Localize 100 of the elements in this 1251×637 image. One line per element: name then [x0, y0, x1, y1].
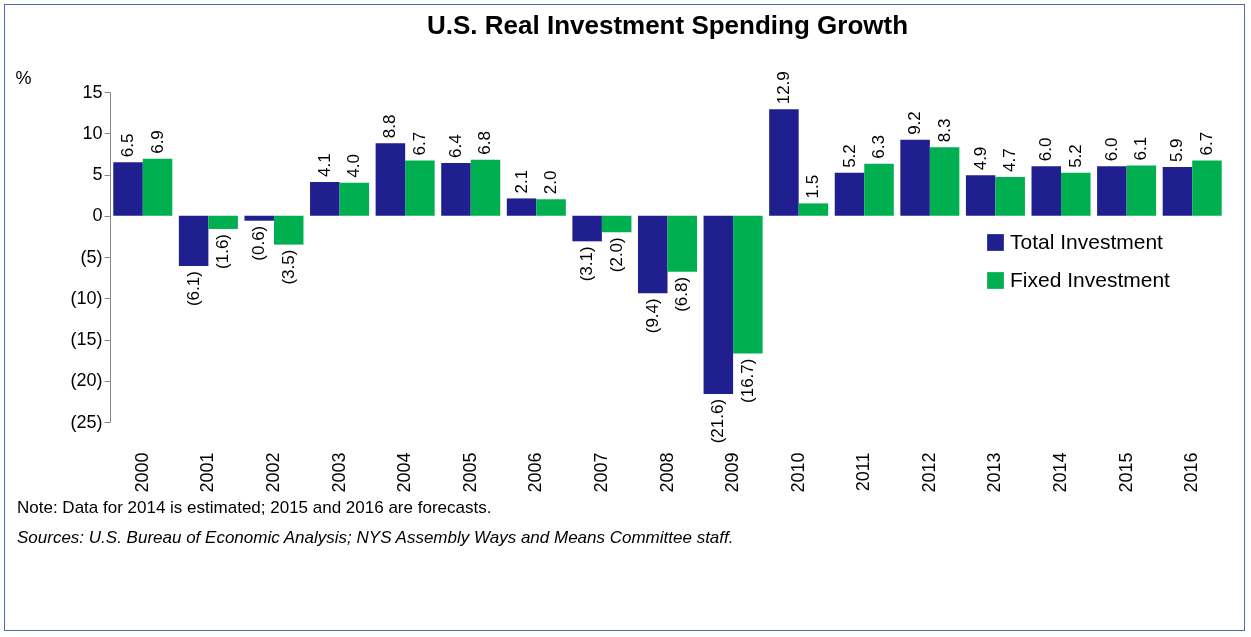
bar [703, 215, 734, 394]
bar [864, 163, 894, 216]
bar [995, 176, 1025, 216]
bar [1061, 172, 1091, 216]
x-tick-label: 2012 [918, 452, 939, 493]
x-tick-label: 2015 [1115, 452, 1136, 493]
data-label: (3.5) [278, 249, 298, 285]
bar [441, 162, 471, 216]
y-tick-label: 10 [82, 122, 103, 143]
x-tick-label: 2001 [197, 452, 218, 493]
bar [929, 147, 960, 216]
bar [506, 198, 537, 216]
data-label: (6.1) [183, 271, 203, 307]
source-note: Sources: U.S. Bureau of Economic Analysis; NYS Assembly Ways and Means Committee staff. [17, 527, 735, 549]
bar [798, 203, 829, 216]
y-tick-label: (15) [70, 329, 103, 349]
data-label: 8.8 [380, 114, 400, 139]
text: Note: Data for 2014 is estimated; 2015 and 2016 are forecasts. [17, 497, 493, 519]
bar [900, 139, 930, 216]
bar [113, 162, 143, 216]
bar [637, 215, 668, 294]
bar [208, 215, 238, 229]
x-tick-label: 2006 [525, 452, 546, 493]
data-label: 4.7 [1000, 148, 1020, 172]
data-label: 6.1 [1131, 136, 1151, 161]
data-label: 4.1 [314, 153, 334, 177]
bar [601, 215, 632, 233]
x-tick-label: 2003 [328, 452, 349, 493]
chart-title: U.S. Real Investment Spending Growth [426, 10, 909, 40]
bar [405, 160, 435, 216]
bar [667, 215, 698, 272]
x-tick-label: 2007 [590, 452, 611, 493]
data-label: 5.2 [839, 144, 859, 168]
x-tick-label: 2000 [131, 452, 152, 493]
data-label: 2.1 [511, 169, 531, 194]
y-tick-label: 15 [82, 81, 103, 102]
data-label: (21.6) [708, 398, 728, 444]
data-label: 5.2 [1065, 144, 1085, 168]
x-tick-label: 2013 [984, 452, 1005, 493]
y-tick-label: 5 [92, 164, 103, 184]
data-label: 1.5 [803, 174, 823, 199]
bar [178, 215, 209, 267]
x-tick-label: 2002 [262, 452, 283, 493]
y-tick-label: 0 [92, 205, 103, 226]
data-label: 6.5 [118, 133, 138, 158]
bar [769, 109, 799, 216]
data-label: 8.3 [934, 118, 954, 143]
bar [1126, 165, 1157, 216]
data-label: 9.2 [905, 111, 925, 135]
legend-label: Fixed Investment [1010, 267, 1171, 291]
y-tick-label: (5) [80, 246, 103, 267]
data-label: 5.9 [1167, 138, 1187, 163]
legend-label: Total Investment [1010, 229, 1164, 253]
data-label: (3.1) [577, 246, 597, 282]
x-tick-label: 2016 [1181, 452, 1202, 493]
bar [733, 215, 763, 354]
data-label: 12.9 [773, 71, 793, 105]
bar [375, 143, 406, 216]
data-label: (2.0) [606, 237, 626, 273]
y-tick-label: (25) [70, 411, 103, 432]
data-label: (6.8) [672, 276, 692, 312]
data-label: 2.0 [541, 170, 561, 195]
bar [965, 175, 996, 216]
x-tick-label: 2014 [1050, 452, 1071, 493]
bar [1031, 166, 1062, 216]
data-label: 6.3 [869, 135, 889, 159]
data-label: 6.0 [1036, 137, 1056, 162]
y-axis-title: % [15, 67, 32, 88]
x-tick-label: 2004 [394, 452, 415, 493]
y-tick-label: (10) [70, 287, 103, 308]
data-label: 4.9 [970, 146, 990, 171]
data-label: (9.4) [642, 298, 662, 334]
data-label: 6.4 [445, 134, 465, 158]
x-tick-label: 2010 [787, 452, 808, 493]
bar [1097, 166, 1127, 216]
bar [142, 158, 173, 216]
x-tick-label: 2008 [656, 452, 677, 493]
data-label: 6.8 [475, 131, 495, 155]
data-label: 6.7 [409, 131, 429, 156]
bar [470, 159, 501, 216]
data-label: (0.6) [249, 225, 269, 261]
data-label: 6.9 [147, 130, 167, 154]
bar [244, 215, 274, 221]
data-label: 6.0 [1101, 137, 1121, 162]
x-tick-label: 2009 [722, 452, 743, 493]
bar [273, 215, 304, 245]
bar [536, 199, 566, 216]
bar [310, 181, 340, 216]
data-label: 6.7 [1196, 131, 1216, 156]
data-label: (16.7) [737, 358, 757, 403]
data-label: 4.0 [344, 154, 364, 178]
bar [572, 215, 602, 242]
x-tick-label: 2011 [853, 452, 874, 492]
bar [1162, 167, 1193, 216]
y-tick-label: (20) [70, 370, 103, 391]
bar [834, 172, 865, 216]
x-tick-label: 2005 [459, 452, 480, 493]
data-label: (1.6) [213, 233, 233, 269]
bar [1192, 160, 1222, 216]
bar [339, 182, 370, 216]
